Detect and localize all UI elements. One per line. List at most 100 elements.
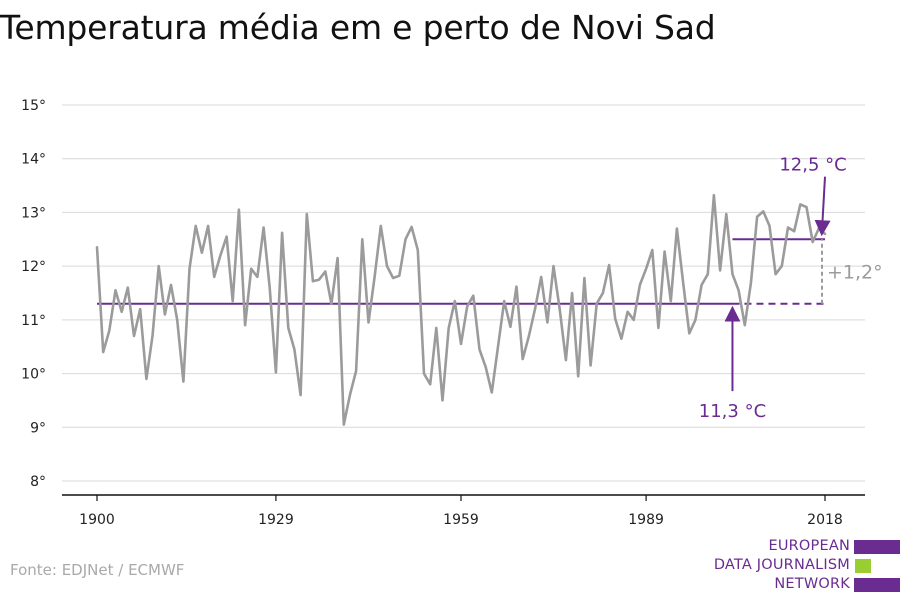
series-point-1929: [274, 370, 278, 374]
series-point-1985: [619, 337, 623, 341]
series-point-1916: [194, 224, 198, 228]
logo-bar-purple-top: [854, 540, 900, 554]
series-point-1907: [138, 307, 142, 311]
chart-title: Temperatura média em e perto de Novi Sad: [0, 8, 716, 47]
series-point-1962: [478, 347, 482, 351]
series-point-1943: [360, 237, 364, 241]
logo-line-2: DATA JOURNALISM: [713, 557, 850, 573]
series-point-1926: [255, 275, 259, 279]
series-point-1940: [342, 423, 346, 427]
series-point-1909: [151, 334, 155, 338]
series-point-2014: [798, 202, 802, 206]
series-point-1919: [212, 275, 216, 279]
x-tick-label-1929: 1929: [258, 512, 294, 528]
y-tick-label-14: 14°: [21, 152, 46, 168]
series-point-1971: [533, 307, 537, 311]
series-point-1994: [675, 227, 679, 231]
y-tick-label-13: 13°: [21, 205, 46, 221]
series-point-1996: [687, 331, 691, 335]
series-point-1905: [126, 286, 130, 290]
arrow-12-5: [814, 176, 831, 237]
series-point-1950: [403, 237, 407, 241]
series-point-1925: [249, 267, 253, 271]
series-point-1986: [626, 310, 630, 314]
series-point-1998: [700, 283, 704, 287]
series-point-2007: [755, 215, 759, 219]
series-point-1949: [397, 274, 401, 278]
series-point-1975: [558, 307, 562, 311]
series-point-1999: [706, 272, 710, 276]
series-point-1954: [428, 382, 432, 386]
series-point-2015: [804, 205, 808, 209]
temperature-series: [95, 193, 827, 426]
series-point-1995: [681, 280, 685, 284]
x-axis: 1900 1929 1959 1989 2018: [62, 494, 865, 528]
series-point-1906: [132, 334, 136, 338]
logo-bar-green: [855, 559, 871, 573]
series-point-1935: [311, 279, 315, 283]
series-point-1933: [299, 393, 303, 397]
series-point-2012: [786, 225, 790, 229]
series-point-1960: [465, 304, 469, 308]
series-point-1979: [582, 276, 586, 280]
logo-line-3: NETWORK: [774, 576, 850, 592]
series-point-1980: [589, 364, 593, 368]
series-point-1924: [243, 323, 247, 327]
series-point-1902: [107, 329, 111, 333]
series-point-1959: [459, 342, 463, 346]
series-point-1908: [144, 377, 148, 381]
series-point-1955: [434, 326, 438, 330]
series-point-1918: [206, 224, 210, 228]
series-point-1976: [564, 358, 568, 362]
series-point-1911: [163, 312, 167, 316]
y-tick-label-8: 8°: [30, 474, 46, 490]
series-point-1987: [632, 318, 636, 322]
series-point-1958: [453, 299, 457, 303]
series-point-1945: [373, 275, 377, 279]
series-point-1942: [354, 369, 358, 373]
series-point-1977: [570, 291, 574, 295]
series-point-1964: [490, 390, 494, 394]
series-point-1992: [663, 250, 667, 254]
source-credit: Fonte: EDJNet / ECMWF: [10, 561, 185, 579]
series-point-2006: [749, 280, 753, 284]
series-point-2018: [823, 232, 827, 236]
series-point-1938: [329, 302, 333, 306]
series-point-2001: [718, 268, 722, 272]
series-point-1923: [237, 208, 241, 212]
series-point-2000: [712, 193, 716, 197]
series-point-1937: [323, 270, 327, 274]
series-point-1928: [268, 286, 272, 290]
series-point-2010: [774, 272, 778, 276]
series-point-1904: [120, 310, 124, 314]
series-point-1922: [231, 299, 235, 303]
series-point-1991: [656, 326, 660, 330]
logo-line-1: EUROPEAN: [768, 538, 850, 554]
series-point-2013: [792, 229, 796, 233]
x-tick-label-1959: 1959: [443, 512, 479, 528]
series-point-1988: [638, 283, 642, 287]
y-tick-labels: 8° 9° 10° 11° 12° 13° 14° 15°: [21, 98, 46, 490]
series-point-1961: [471, 294, 475, 298]
series-point-1997: [693, 318, 697, 322]
series-point-2017: [817, 227, 821, 231]
series-point-1934: [305, 212, 309, 216]
series-point-1932: [292, 347, 296, 351]
series-point-1981: [595, 302, 599, 306]
series-point-1912: [169, 283, 173, 287]
series-point-1939: [336, 256, 340, 260]
series-point-1930: [280, 231, 284, 235]
series-point-1967: [508, 325, 512, 329]
series-point-1984: [613, 317, 617, 321]
series-point-1947: [385, 264, 389, 268]
difference-label: +1,2°: [827, 262, 883, 284]
y-tick-label-12: 12°: [21, 259, 46, 275]
series-point-1913: [175, 318, 179, 322]
series-point-2016: [811, 240, 815, 244]
x-tick-label-2018: 2018: [807, 512, 843, 528]
series-point-1914: [181, 380, 185, 384]
series-point-1946: [379, 224, 383, 228]
series-point-1970: [527, 334, 531, 338]
series-point-2011: [780, 264, 784, 268]
